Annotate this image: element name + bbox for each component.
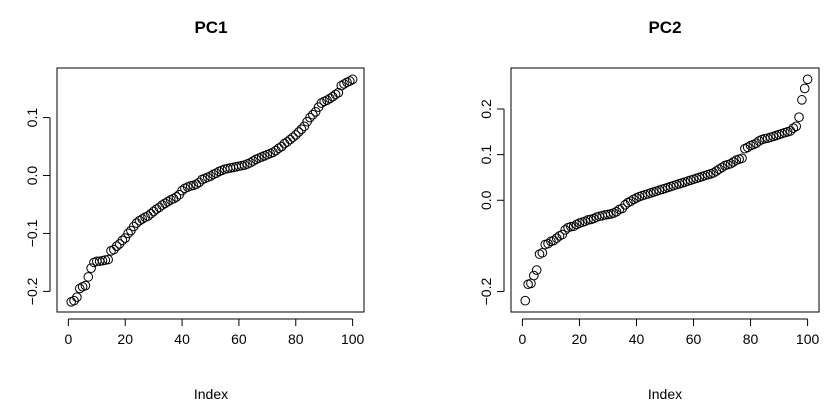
data-point-pc1 — [123, 228, 133, 239]
data-point-pc2 — [799, 83, 810, 94]
x-tick-label-pc2: 60 — [686, 331, 702, 347]
plot-frame-pc1 — [56, 67, 365, 313]
data-point-pc1 — [288, 132, 298, 143]
y-tick-label-pc2: 0.0 — [478, 190, 494, 210]
data-point-pc2 — [728, 157, 739, 167]
data-point-pc2 — [797, 95, 807, 105]
chart-title-pc2: PC2 — [648, 18, 681, 37]
data-point-pc1 — [114, 239, 125, 249]
data-point-pc2 — [529, 270, 539, 281]
data-point-pc1 — [103, 254, 113, 265]
data-point-pc1 — [69, 295, 79, 306]
data-point-pc1 — [316, 98, 327, 108]
chart-title-pc1: PC1 — [194, 18, 227, 37]
data-point-pc1 — [120, 233, 131, 243]
data-point-pc1 — [72, 292, 82, 302]
data-point-pc1 — [308, 109, 318, 120]
data-point-pc1 — [282, 137, 293, 147]
data-point-pc1 — [109, 244, 119, 255]
data-point-pc1 — [299, 121, 310, 132]
data-point-pc2 — [543, 238, 553, 249]
data-point-pc1 — [211, 168, 221, 179]
data-point-pc2 — [742, 142, 753, 153]
plot-frame-pc2 — [510, 67, 820, 313]
data-point-pc1 — [290, 130, 301, 140]
data-point-pc2 — [802, 74, 813, 85]
data-point-pc1 — [347, 74, 358, 85]
data-point-pc1 — [134, 215, 145, 226]
data-point-pc1 — [74, 283, 85, 294]
data-point-pc1 — [128, 221, 139, 232]
data-point-pc1 — [336, 80, 347, 91]
data-point-pc1 — [117, 235, 128, 246]
data-point-pc1 — [191, 179, 202, 190]
x-tick-label-pc1: 80 — [288, 331, 304, 347]
data-point-pc1 — [339, 79, 349, 89]
data-point-pc1 — [248, 156, 258, 166]
y-tick-label-pc2: −0.2 — [478, 278, 494, 306]
data-point-pc1 — [111, 241, 122, 251]
data-point-pc2 — [520, 295, 531, 306]
data-point-pc1 — [276, 141, 287, 152]
data-point-pc1 — [293, 127, 304, 137]
y-tick-label-pc1: 0.1 — [24, 108, 40, 128]
x-tick-label-pc2: 0 — [519, 331, 527, 347]
data-point-pc2 — [737, 153, 747, 164]
data-point-pc1 — [80, 280, 91, 291]
x-axis-label-pc1: Index — [194, 386, 228, 402]
data-point-pc1 — [163, 196, 173, 207]
x-tick-label-pc1: 100 — [341, 331, 365, 347]
x-tick-label-pc1: 60 — [231, 331, 247, 347]
panel-pc2: PC2 Index 0 20 40 60 80 100 −0.2 0.0 0.1 0.2 — [478, 18, 820, 402]
x-tick-label-pc1: 40 — [174, 331, 190, 347]
data-point-pc1 — [245, 157, 256, 168]
y-tick-label-pc1: −0.2 — [24, 277, 40, 305]
data-point-pc1 — [143, 211, 153, 221]
y-tick-label-pc2: 0.2 — [478, 99, 494, 119]
data-point-pc1 — [310, 106, 321, 117]
data-point-pc1 — [171, 192, 182, 202]
data-point-pc1 — [86, 263, 96, 274]
data-point-pc2 — [560, 225, 570, 235]
data-point-pc1 — [157, 200, 167, 210]
data-point-pc1 — [205, 171, 216, 181]
data-point-pc1 — [148, 206, 159, 217]
data-point-pc2 — [788, 123, 799, 133]
data-point-pc1 — [333, 87, 344, 98]
data-point-pc2 — [717, 162, 727, 173]
data-point-pc1 — [285, 134, 295, 145]
data-point-pc2 — [791, 121, 801, 132]
x-tick-label-pc1: 20 — [117, 331, 133, 347]
data-point-pc1 — [322, 95, 332, 106]
x-tick-label-pc2: 40 — [629, 331, 645, 347]
data-point-pc1 — [137, 214, 148, 224]
x-axis-label-pc2: Index — [648, 386, 682, 402]
data-point-pc1 — [83, 272, 94, 282]
data-point-pc2 — [625, 196, 636, 206]
data-point-pc1 — [146, 208, 156, 219]
data-point-pc2 — [531, 265, 542, 275]
data-point-pc2 — [794, 112, 804, 123]
x-tick-label-pc2: 20 — [572, 331, 588, 347]
x-tick-label-pc1: 0 — [64, 331, 72, 347]
data-point-pc2 — [568, 221, 579, 232]
data-point-pc2 — [537, 247, 548, 258]
data-point-pc1 — [177, 185, 187, 196]
data-point-pc1 — [160, 198, 170, 209]
x-tick-label-pc2: 100 — [796, 331, 820, 347]
data-point-pc1 — [305, 112, 315, 123]
y-tick-label-pc1: 0.0 — [24, 166, 40, 186]
x-tick-label-pc2: 80 — [743, 331, 759, 347]
y-tick-label-pc1: −0.1 — [24, 219, 40, 247]
panel-pc1: PC1 Index 0 20 40 60 80 100 −0.2 −0.1 0.0 0.1 — [24, 18, 365, 402]
data-point-pc2 — [611, 206, 622, 217]
y-tick-label-pc2: 0.1 — [478, 145, 494, 165]
data-point-pc1 — [330, 89, 341, 100]
data-point-pc1 — [154, 202, 165, 213]
data-point-pc1 — [296, 124, 307, 134]
data-point-pc1 — [344, 76, 355, 86]
data-point-pc1 — [273, 143, 284, 154]
